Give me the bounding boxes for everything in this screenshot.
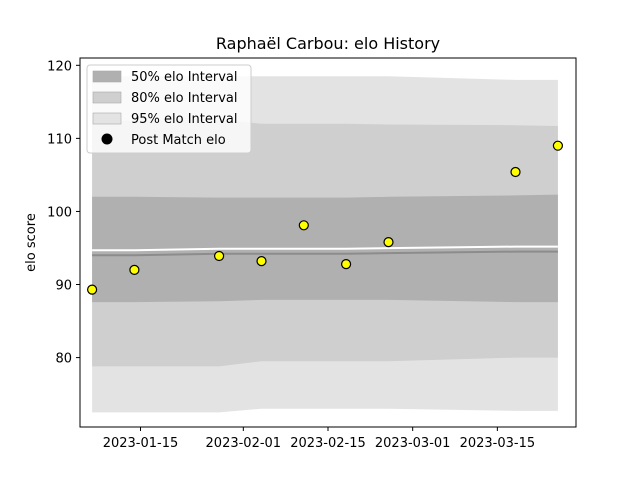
x-tick-label: 2023-02-01 <box>206 436 282 451</box>
legend-label: 80% elo Interval <box>131 91 238 106</box>
mean-line <box>92 250 558 257</box>
legend-swatch <box>92 70 122 83</box>
legend-swatch <box>92 112 122 125</box>
legend-label: 50% elo Interval <box>131 70 238 85</box>
post-match-point <box>510 166 521 178</box>
chart-title: Raphaël Carbou: elo History <box>216 34 440 53</box>
post-match-markers <box>86 140 564 295</box>
legend-label: Post Match elo <box>131 133 226 148</box>
y-axis-label: elo score <box>24 213 39 272</box>
post-match-point <box>256 256 267 267</box>
mean-line-highlight <box>92 245 558 252</box>
post-match-point <box>552 140 564 151</box>
post-match-point <box>298 220 309 231</box>
y-tick-label: 120 <box>47 59 72 74</box>
y-tick-label: 90 <box>55 279 72 294</box>
x-tick-label: 2023-03-01 <box>375 436 451 451</box>
post-match-point <box>214 250 225 262</box>
post-match-point <box>383 237 394 248</box>
post-match-point <box>341 259 352 270</box>
y-tick-label: 110 <box>47 132 72 147</box>
legend-label: 95% elo Interval <box>131 112 238 127</box>
y-axis-ticks: 80 90 100 110 120 <box>47 59 80 367</box>
mean-line-group <box>92 245 558 257</box>
post-match-point <box>86 284 98 295</box>
legend-box <box>86 64 252 154</box>
y-tick-label: 100 <box>47 205 72 220</box>
interval-bands <box>92 76 558 413</box>
x-tick-label: 2023-03-15 <box>460 436 536 451</box>
x-axis-ticks: 2023-01-15 2023-02-01 2023-02-15 2023-03-01… <box>103 427 535 451</box>
post-match-point <box>129 264 140 275</box>
x-tick-label: 2023-01-15 <box>103 436 179 451</box>
legend: 50% elo Interval 80% elo Interval 95% elo … <box>86 64 252 154</box>
x-tick-label: 2023-02-15 <box>290 436 366 451</box>
y-tick-label: 80 <box>55 352 72 367</box>
legend-swatch <box>92 91 122 104</box>
legend-marker <box>101 133 113 145</box>
